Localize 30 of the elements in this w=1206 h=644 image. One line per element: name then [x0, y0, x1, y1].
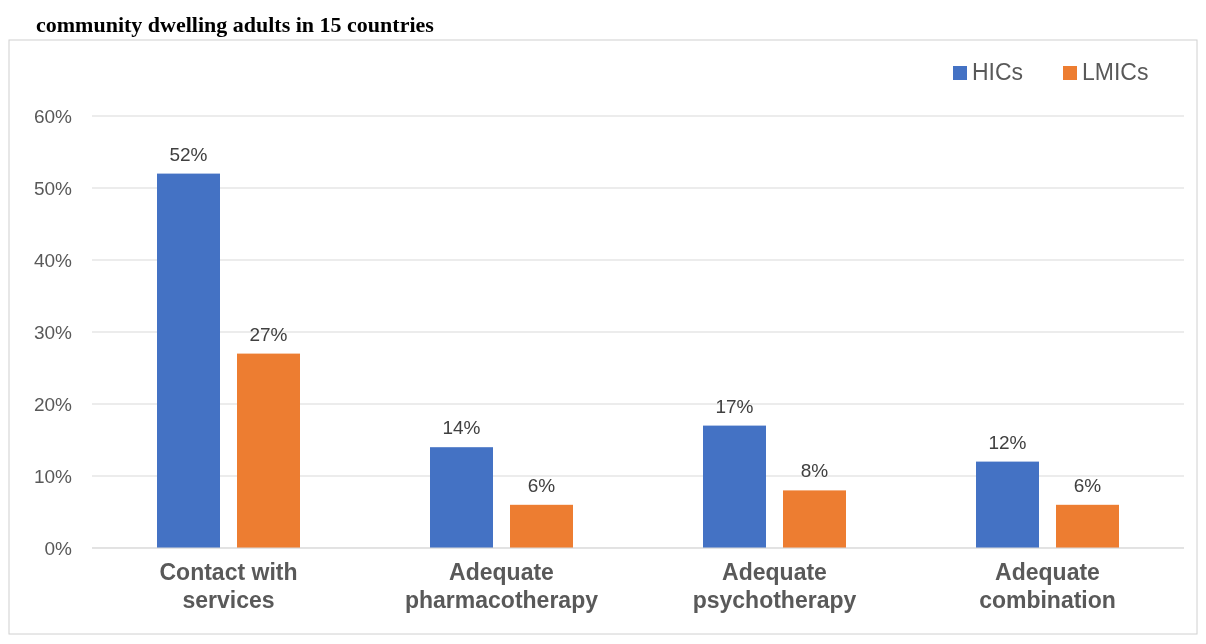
bar: [703, 425, 766, 548]
x-tick-label: Adequate psychotherapy: [692, 559, 857, 613]
text: 8%: [800, 460, 829, 482]
bar: [510, 504, 573, 548]
x-tick-label: Adequate pharmacotherapy: [404, 559, 599, 613]
text: 14%: [442, 417, 481, 439]
y-tick-label: 50%: [33, 178, 73, 199]
bar: [783, 490, 846, 548]
y-tick-label: 30%: [33, 322, 73, 343]
text: 17%: [715, 395, 754, 417]
x-tick-label: Contact with services: [159, 559, 298, 613]
bar: [976, 461, 1039, 548]
bar: [237, 353, 300, 548]
text: 27%: [249, 323, 288, 345]
y-tick-label: 20%: [33, 394, 73, 415]
text: 52%: [169, 143, 208, 165]
chart-title: community dwelling adults in 15 countries: [36, 12, 435, 37]
bar: [430, 447, 493, 548]
text: 6%: [527, 474, 556, 496]
x-tick-label: Adequate combination: [979, 559, 1116, 613]
y-tick-label: 0%: [44, 538, 73, 559]
legend-label: LMICs: [1082, 59, 1149, 85]
bar: [157, 173, 220, 548]
bar: [1056, 504, 1119, 548]
y-tick-label: 10%: [33, 466, 73, 487]
legend-label: HICs: [972, 59, 1024, 85]
y-tick-label: 60%: [33, 106, 73, 127]
y-tick-label: 40%: [33, 250, 73, 271]
text: 6%: [1073, 474, 1102, 496]
text: 12%: [988, 431, 1027, 453]
